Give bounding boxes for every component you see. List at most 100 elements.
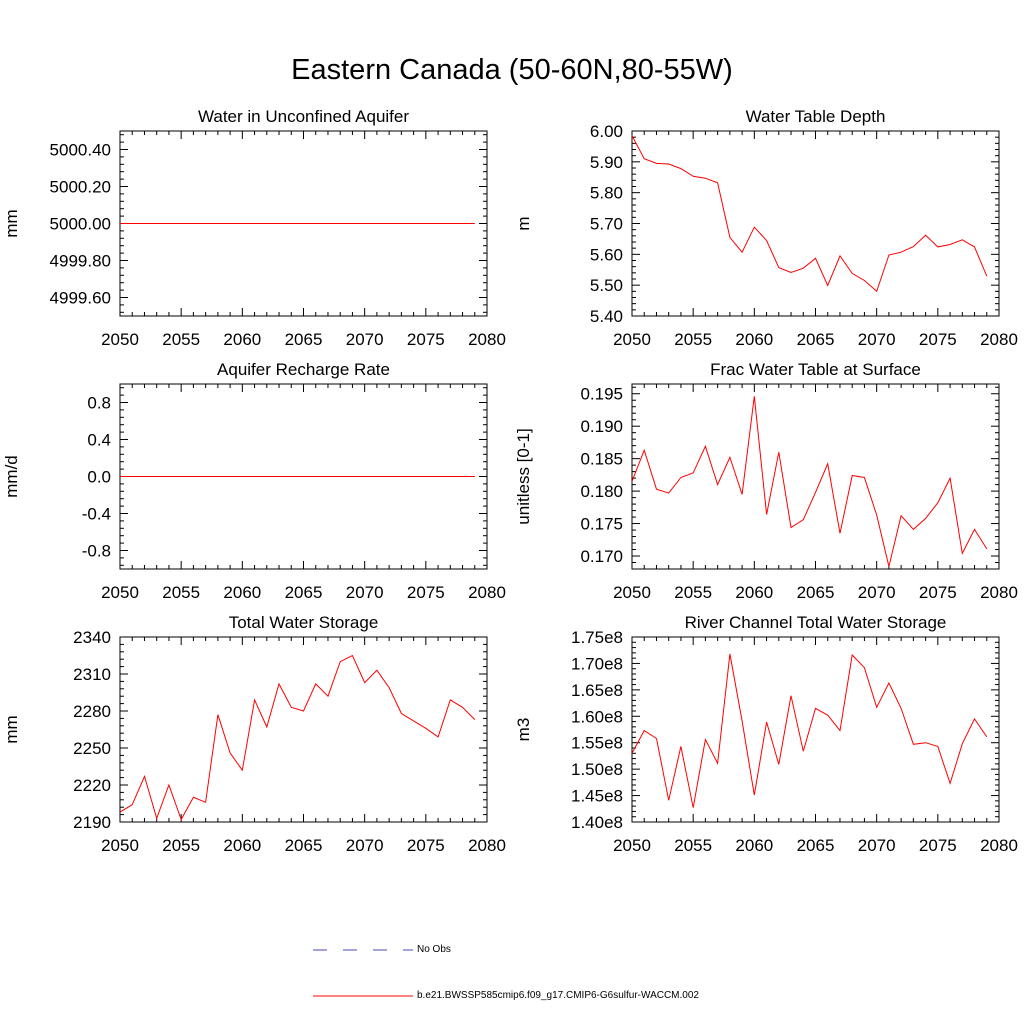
y-tick-label: 5.60 [590,245,623,264]
x-tick-label: 2055 [674,330,712,349]
x-tick-label: 2080 [468,836,506,855]
x-tick-label: 2065 [797,330,835,349]
x-tick-label: 2075 [919,330,957,349]
x-tick-label: 2055 [674,836,712,855]
y-tick-label: 0.0 [87,468,111,487]
y-tick-label: 6.00 [590,122,623,141]
x-tick-label: 2080 [980,330,1018,349]
x-tick-label: 2055 [162,583,200,602]
y-tick-label: 4999.80 [50,252,111,271]
series-line [631,396,988,567]
legend-model-swatch [313,995,413,997]
plot-frame [631,130,1000,317]
y-tick-label: 2190 [73,813,111,832]
panel-title: River Channel Total Water Storage [685,613,947,632]
x-tick-label: 2070 [346,330,384,349]
x-tick-label: 2070 [346,836,384,855]
x-tick-label: 2070 [858,583,896,602]
panel-title: Total Water Storage [229,613,379,632]
y-tick-label: 2310 [73,665,111,684]
panel-2: Water Table Depth m 2050 2055 2060 2065 2070 20… [514,107,1018,349]
figure-title: Eastern Canada (50-60N,80-55W) [291,54,733,86]
series-line [631,653,988,808]
y-tick-label: 0.4 [87,431,111,450]
y-tick-label: 1.50e8 [571,760,623,779]
x-tick-label: 2050 [613,330,651,349]
x-tick-label: 2065 [797,583,835,602]
y-tick-label: 2340 [73,628,111,647]
y-tick-label: 0.180 [580,482,623,501]
y-axis-label: mm [2,209,21,237]
y-tick-label: 5000.40 [50,141,111,160]
y-tick-label: 0.190 [580,417,623,436]
x-tick-label: 2075 [919,583,957,602]
y-tick-label: 2220 [73,776,111,795]
x-tick-label: 2080 [468,583,506,602]
y-tick-label: 5.80 [590,184,623,203]
x-tick-label: 2055 [162,330,200,349]
y-tick-label: 0.8 [87,394,111,413]
x-tick-label: 2060 [223,330,261,349]
y-tick-label: -0.8 [82,542,111,561]
panel-5: Total Water Storage mm 2050 2055 2060 2065 207… [2,613,506,855]
x-tick-label: 2050 [101,330,139,349]
x-tick-label: 2075 [919,836,957,855]
x-tick-label: 2050 [613,583,651,602]
x-tick-label: 2070 [858,330,896,349]
x-tick-label: 2055 [674,583,712,602]
y-axis-label: m3 [514,718,533,742]
x-tick-label: 2060 [735,836,773,855]
panel-title: Frac Water Table at Surface [710,360,921,379]
y-tick-label: 1.55e8 [571,734,623,753]
y-tick-label: 0.195 [580,385,623,404]
y-tick-label: -0.4 [82,505,111,524]
y-tick-label: 5.70 [590,215,623,234]
legend-obs-label: No Obs [417,944,451,955]
x-tick-label: 2060 [735,583,773,602]
panel-6: River Channel Total Water Storage m3 2050 2… [514,613,1018,855]
y-tick-label: 1.40e8 [571,813,623,832]
x-tick-label: 2050 [101,583,139,602]
y-axis-label: mm [2,715,21,743]
x-tick-label: 2080 [980,836,1018,855]
x-tick-label: 2060 [735,330,773,349]
y-tick-label: 5.40 [590,307,623,326]
series-line [631,135,988,293]
x-tick-label: 2075 [407,330,445,349]
panel-title: Water Table Depth [746,107,886,126]
plot-frame [631,383,1000,570]
y-axis-label: mm/d [2,455,21,498]
y-tick-label: 1.45e8 [571,787,623,806]
y-tick-label: 0.175 [580,515,623,534]
y-tick-label: 2280 [73,702,111,721]
y-tick-label: 4999.60 [50,289,111,308]
y-tick-label: 2250 [73,739,111,758]
y-tick-label: 5.90 [590,153,623,172]
series-line [119,654,476,821]
x-tick-label: 2080 [468,330,506,349]
x-tick-label: 2055 [162,836,200,855]
x-tick-label: 2080 [980,583,1018,602]
x-tick-label: 2060 [223,836,261,855]
panel-title: Water in Unconfined Aquifer [198,107,409,126]
x-tick-label: 2065 [285,330,323,349]
plot-frame [631,636,1000,823]
x-tick-label: 2060 [223,583,261,602]
x-tick-label: 2050 [613,836,651,855]
plot-frame [119,636,488,823]
panel-4: Frac Water Table at Surface unitless [0-1… [514,360,1018,602]
panel-3: Aquifer Recharge Rate mm/d 2050 2055 2060 206… [2,360,506,602]
x-tick-label: 2070 [858,836,896,855]
x-tick-label: 2065 [285,583,323,602]
panel-title: Aquifer Recharge Rate [217,360,390,379]
y-tick-label: 0.185 [580,450,623,469]
y-tick-label: 5000.00 [50,215,111,234]
x-tick-label: 2065 [285,836,323,855]
y-tick-label: 5.50 [590,276,623,295]
legend-model-label: b.e21.BWSSP585cmip6.f09_g17.CMIP6-G6sulf… [417,990,699,1001]
y-tick-label: 1.70e8 [571,654,623,673]
x-tick-label: 2075 [407,583,445,602]
legend-obs-swatch [313,949,413,951]
